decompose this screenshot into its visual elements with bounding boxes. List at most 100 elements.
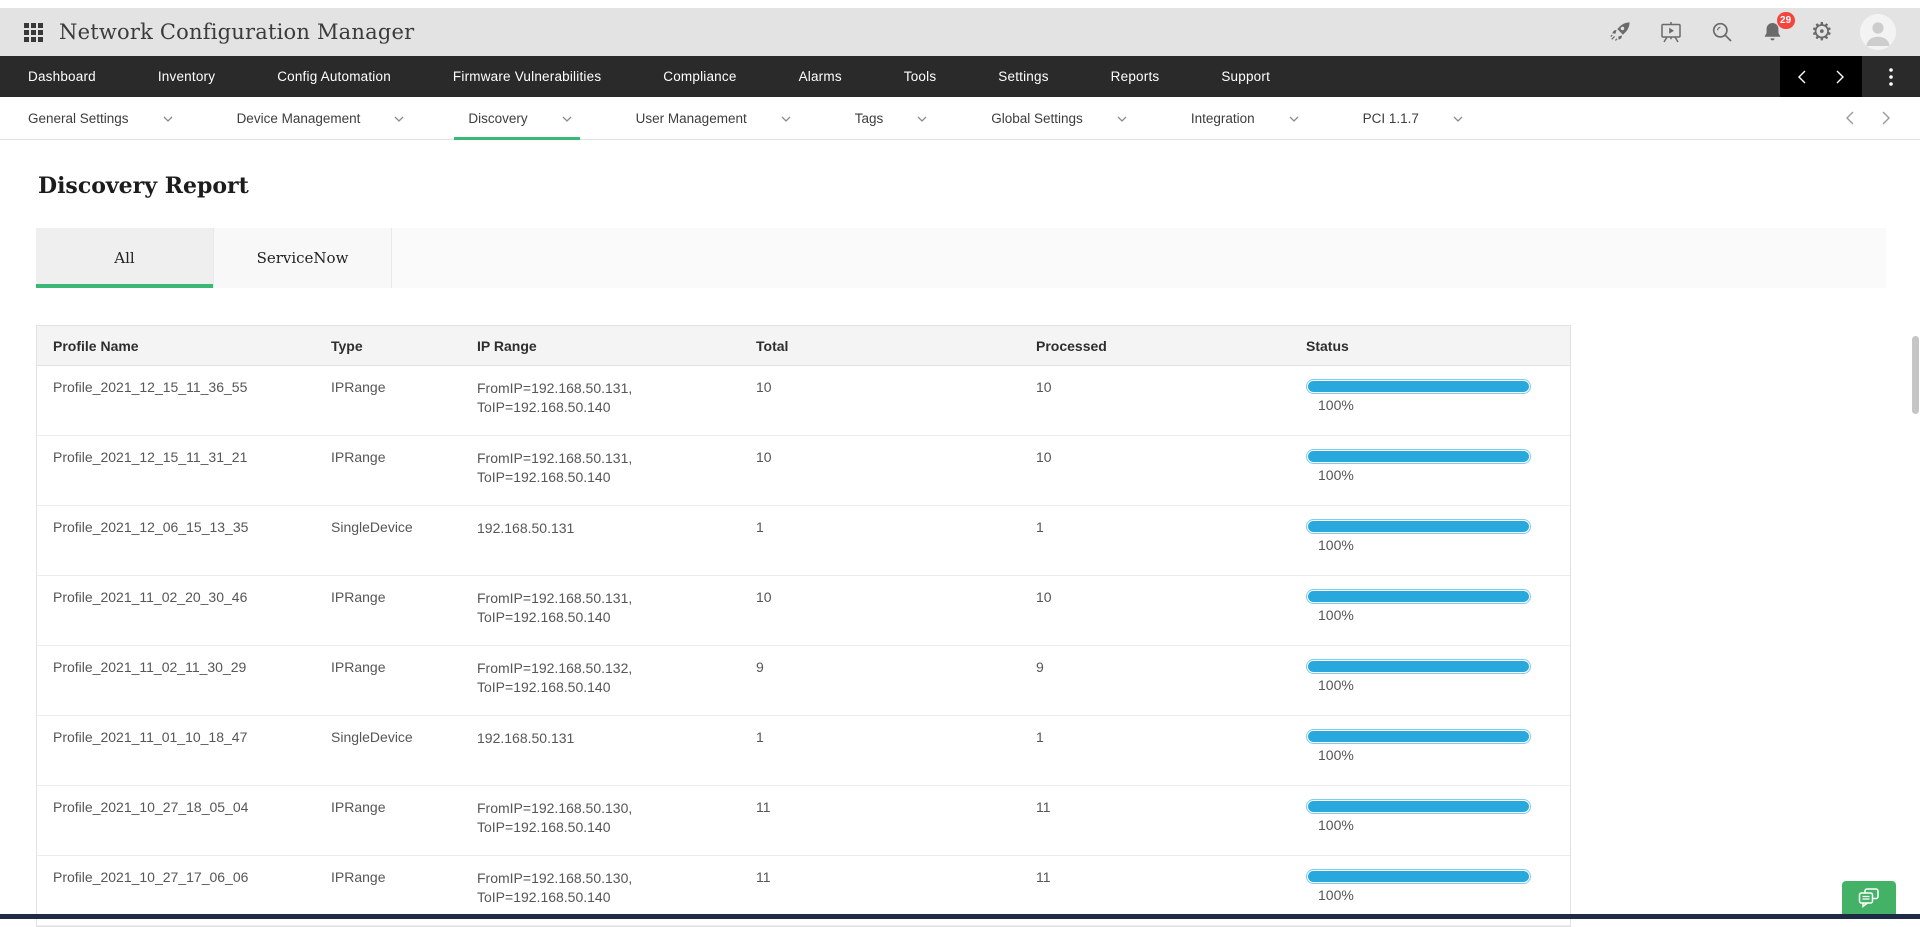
nav-item-tools[interactable]: Tools — [903, 69, 937, 84]
bottom-scrollbar[interactable] — [0, 914, 1920, 919]
status-cell: 100% — [1290, 379, 1570, 435]
status-cell: 100% — [1290, 869, 1570, 925]
nav-item-settings[interactable]: Settings — [998, 69, 1049, 84]
progress-fill — [1308, 731, 1529, 742]
subnav-pci-117[interactable]: PCI 1.1.7 — [1363, 97, 1463, 139]
col-processed: Processed — [1036, 337, 1107, 354]
tab-all[interactable]: All — [36, 228, 214, 288]
nav-item-compliance[interactable]: Compliance — [663, 69, 737, 84]
progress-bar — [1306, 799, 1531, 814]
chevron-down-icon — [1289, 116, 1299, 122]
progress-label: 100% — [1318, 467, 1354, 483]
nav-item-support[interactable]: Support — [1221, 69, 1271, 84]
nav-item-dashboard[interactable]: Dashboard — [28, 69, 96, 84]
progress-fill — [1308, 381, 1529, 392]
ip-range-line1: FromIP=192.168.50.132, — [477, 660, 633, 676]
processed-cell: 1 — [1036, 519, 1044, 535]
apps-grid-icon[interactable] — [24, 22, 43, 42]
status-cell: 100% — [1290, 519, 1570, 575]
profile-name-cell: Profile_2021_10_27_17_06_06 — [53, 869, 249, 885]
profile-name-cell: Profile_2021_10_27_18_05_04 — [53, 799, 249, 815]
ip-range-cell: FromIP=192.168.50.132, ToIP=192.168.50.1… — [461, 659, 740, 715]
nav-forward-button[interactable] — [1836, 70, 1844, 84]
topbar-icon-group: 29 ⚙ — [1608, 12, 1896, 50]
chat-button[interactable] — [1842, 881, 1896, 914]
subnav-back-button[interactable] — [1846, 111, 1854, 125]
rocket-icon[interactable] — [1608, 20, 1632, 44]
subnav-device-management[interactable]: Device Management — [237, 97, 405, 139]
progress-label: 100% — [1318, 607, 1354, 623]
profile-name-cell: Profile_2021_12_06_15_13_35 — [53, 519, 249, 535]
notification-badge: 29 — [1776, 12, 1795, 29]
settings-gear-icon[interactable]: ⚙ — [1810, 16, 1833, 46]
ip-range-cell: FromIP=192.168.50.131, ToIP=192.168.50.1… — [461, 449, 740, 505]
nav-item-inventory[interactable]: Inventory — [157, 69, 216, 84]
ip-range-line2: ToIP=192.168.50.140 — [477, 889, 611, 905]
chevron-down-icon — [1117, 116, 1127, 122]
subnav-pager — [1846, 111, 1920, 125]
table-row: Profile_2021_11_01_10_18_47 SingleDevice… — [37, 716, 1570, 786]
ip-range-line2: ToIP=192.168.50.140 — [477, 679, 611, 695]
col-type: Type — [331, 337, 363, 354]
nav-overflow-menu-icon[interactable] — [1862, 67, 1920, 86]
total-cell: 1 — [756, 519, 764, 535]
processed-cell: 11 — [1036, 799, 1051, 815]
status-cell: 100% — [1290, 799, 1570, 855]
subnav-user-management[interactable]: User Management — [636, 97, 791, 139]
subnav-forward-button[interactable] — [1882, 111, 1890, 125]
total-cell: 1 — [756, 729, 764, 745]
notifications-icon[interactable]: 29 — [1761, 12, 1795, 44]
vertical-scrollbar-thumb[interactable] — [1912, 336, 1919, 414]
total-cell: 9 — [756, 659, 764, 675]
tab-servicenow[interactable]: ServiceNow — [214, 228, 392, 288]
type-cell: IPRange — [331, 799, 386, 815]
nav-item-reports[interactable]: Reports — [1110, 69, 1160, 84]
chat-icon — [1858, 887, 1879, 908]
total-cell: 11 — [756, 869, 771, 885]
progress-label: 100% — [1318, 397, 1354, 413]
primary-nav-controls — [1780, 56, 1920, 97]
search-icon[interactable] — [1710, 20, 1734, 44]
table-row: Profile_2021_11_02_11_30_29 IPRange From… — [37, 646, 1570, 716]
subnav-general-settings[interactable]: General Settings — [28, 97, 173, 139]
ip-range-line1: 192.168.50.131 — [477, 730, 575, 746]
nav-item-alarms[interactable]: Alarms — [798, 69, 842, 84]
progress-label: 100% — [1318, 887, 1354, 903]
progress-bar — [1306, 729, 1531, 744]
type-cell: SingleDevice — [331, 729, 413, 745]
table-row: Profile_2021_12_15_11_36_55 IPRange From… — [37, 366, 1570, 436]
profile-name-cell: Profile_2021_11_02_20_30_46 — [53, 589, 248, 605]
col-ip-range: IP Range — [477, 337, 537, 354]
subnav-tags[interactable]: Tags — [855, 97, 928, 139]
type-cell: IPRange — [331, 869, 386, 885]
type-cell: IPRange — [331, 379, 386, 395]
ip-range-line2: ToIP=192.168.50.140 — [477, 609, 611, 625]
processed-cell: 10 — [1036, 449, 1052, 465]
progress-bar — [1306, 589, 1531, 604]
ip-range-cell: FromIP=192.168.50.131, ToIP=192.168.50.1… — [461, 379, 740, 435]
user-avatar[interactable] — [1860, 14, 1896, 50]
chevron-down-icon — [917, 116, 927, 122]
chevron-down-icon — [1453, 116, 1463, 122]
progress-fill — [1308, 591, 1529, 602]
subnav-global-settings[interactable]: Global Settings — [991, 97, 1127, 139]
nav-back-button[interactable] — [1798, 70, 1806, 84]
processed-cell: 10 — [1036, 589, 1052, 605]
ip-range-line2: ToIP=192.168.50.140 — [477, 819, 611, 835]
status-cell: 100% — [1290, 589, 1570, 645]
status-cell: 100% — [1290, 729, 1570, 785]
progress-fill — [1308, 661, 1529, 672]
progress-bar — [1306, 659, 1531, 674]
total-cell: 10 — [756, 449, 772, 465]
nav-item-firmware-vulnerabilities[interactable]: Firmware Vulnerabilities — [452, 69, 602, 84]
progress-bar — [1306, 869, 1531, 884]
subnav-integration[interactable]: Integration — [1191, 97, 1299, 139]
ip-range-cell: FromIP=192.168.50.130, ToIP=192.168.50.1… — [461, 869, 740, 925]
discovery-table: Profile Name Type IP Range Total Process… — [36, 325, 1571, 927]
nav-item-config-automation[interactable]: Config Automation — [277, 69, 391, 84]
presentation-icon[interactable] — [1659, 20, 1683, 44]
subnav-discovery[interactable]: Discovery — [454, 97, 580, 140]
processed-cell: 11 — [1036, 869, 1051, 885]
table-row: Profile_2021_12_15_11_31_21 IPRange From… — [37, 436, 1570, 506]
progress-fill — [1308, 871, 1529, 882]
